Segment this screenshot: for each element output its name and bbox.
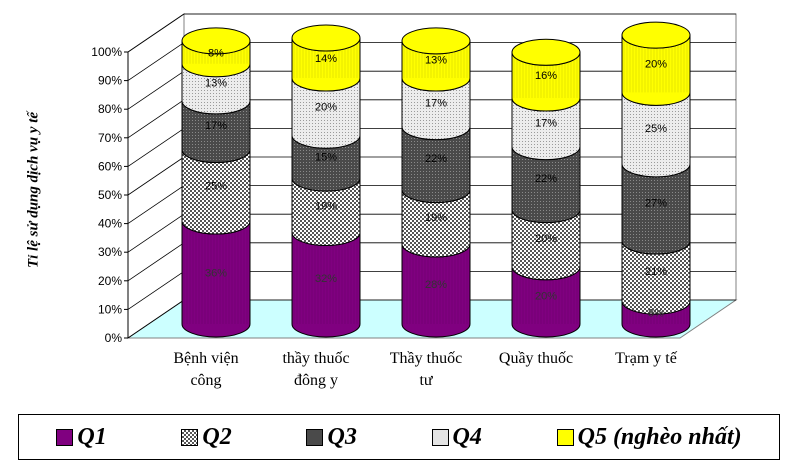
y-tick-label: 90% (98, 74, 122, 88)
data-label: 20% (535, 233, 557, 245)
gridline-side (127, 156, 185, 196)
gridline-side (127, 42, 185, 81)
y-tick-label: 0% (105, 331, 123, 345)
data-label: 22% (535, 173, 557, 185)
data-label: 20% (645, 59, 667, 71)
category-label: Trạm y tế (615, 350, 678, 367)
data-label: 25% (205, 180, 227, 192)
gridline-side (127, 185, 185, 224)
legend-item: Q3 (306, 423, 357, 451)
data-label: 8% (648, 308, 664, 320)
data-label: 17% (535, 117, 557, 129)
chart: 0% 10% 20% 30% 40% 50% 60% 70% 80% 90% 100% 36% 25%… (91, 13, 738, 389)
y-axis-label: Tỉ lệ sử dụng dịch vụ y tế (25, 111, 42, 269)
data-label: 13% (205, 77, 227, 89)
legend-item: Q5 (nghèo nhất) (556, 423, 742, 451)
bar-top (401, 27, 471, 55)
category-label: đông y (294, 372, 338, 389)
legend-swatch (306, 428, 324, 446)
y-tick-label: 20% (98, 274, 122, 288)
legend-item: Q1 (56, 423, 107, 451)
data-label: 22% (425, 153, 447, 165)
data-label: 28% (425, 279, 447, 291)
bar-top (291, 24, 361, 52)
y-tick-label: 40% (98, 217, 122, 231)
category-label: thầy thuốc (282, 350, 349, 367)
gridline-side (127, 99, 185, 139)
legend-swatch (181, 428, 199, 446)
data-label: 19% (315, 200, 337, 212)
legend-swatch (556, 428, 574, 446)
category-label: tư (419, 372, 433, 389)
gridline-side (127, 128, 185, 167)
gridline-side (127, 213, 185, 253)
y-tick-label: 60% (98, 159, 122, 173)
y-tick-label: 10% (98, 302, 122, 316)
data-label: 17% (205, 120, 227, 132)
category-label: công (190, 372, 221, 389)
legend-label: Q3 (327, 423, 357, 450)
category-label: Quầy thuốc (499, 350, 573, 367)
data-label: 16% (535, 70, 557, 82)
labels: 36% 25% 17% 13% 8% Bệnh viện công 32% 19% 15% 20% 1… (173, 47, 677, 389)
gridline-side (127, 299, 185, 339)
bar-top (621, 21, 691, 49)
category-label: Bệnh viện (173, 350, 238, 367)
data-label: 36% (205, 268, 227, 280)
bar-top (181, 27, 251, 55)
legend-label: Q5 (nghèo nhất) (577, 423, 742, 450)
data-label: 20% (315, 102, 337, 114)
category-label: Thầy thuốc (390, 350, 462, 367)
data-label: 8% (208, 47, 224, 59)
data-label: 19% (425, 212, 447, 224)
gridline-side (127, 242, 185, 282)
data-label: 25% (645, 123, 667, 135)
bar-top (511, 38, 581, 66)
data-label: 15% (315, 152, 337, 164)
data-label: 17% (425, 97, 447, 109)
legend-swatch (56, 428, 74, 446)
y-tick-label: 70% (98, 131, 122, 145)
gridline-side (127, 70, 185, 110)
legend: Q1 Q2 Q3 Q4 Q5 (nghèo nhất) (18, 414, 780, 460)
legend-label: Q4 (452, 423, 482, 450)
bars (181, 21, 691, 338)
y-tick-label: 100% (91, 45, 122, 59)
legend-item: Q4 (431, 423, 482, 451)
gridline-side (127, 271, 185, 310)
data-label: 14% (315, 53, 337, 65)
data-label: 21% (645, 266, 667, 278)
legend-label: Q1 (77, 423, 107, 450)
y-tick-label: 30% (98, 245, 122, 259)
legend-item: Q2 (181, 423, 232, 451)
data-label: 13% (425, 54, 447, 66)
data-label: 32% (315, 273, 337, 285)
legend-swatch (431, 428, 449, 446)
y-tick-label: 50% (98, 188, 122, 202)
legend-label: Q2 (202, 423, 232, 450)
y-tick-label: 80% (98, 102, 122, 116)
data-label: 27% (645, 197, 667, 209)
gridline-side (127, 13, 185, 53)
data-label: 20% (535, 290, 557, 302)
